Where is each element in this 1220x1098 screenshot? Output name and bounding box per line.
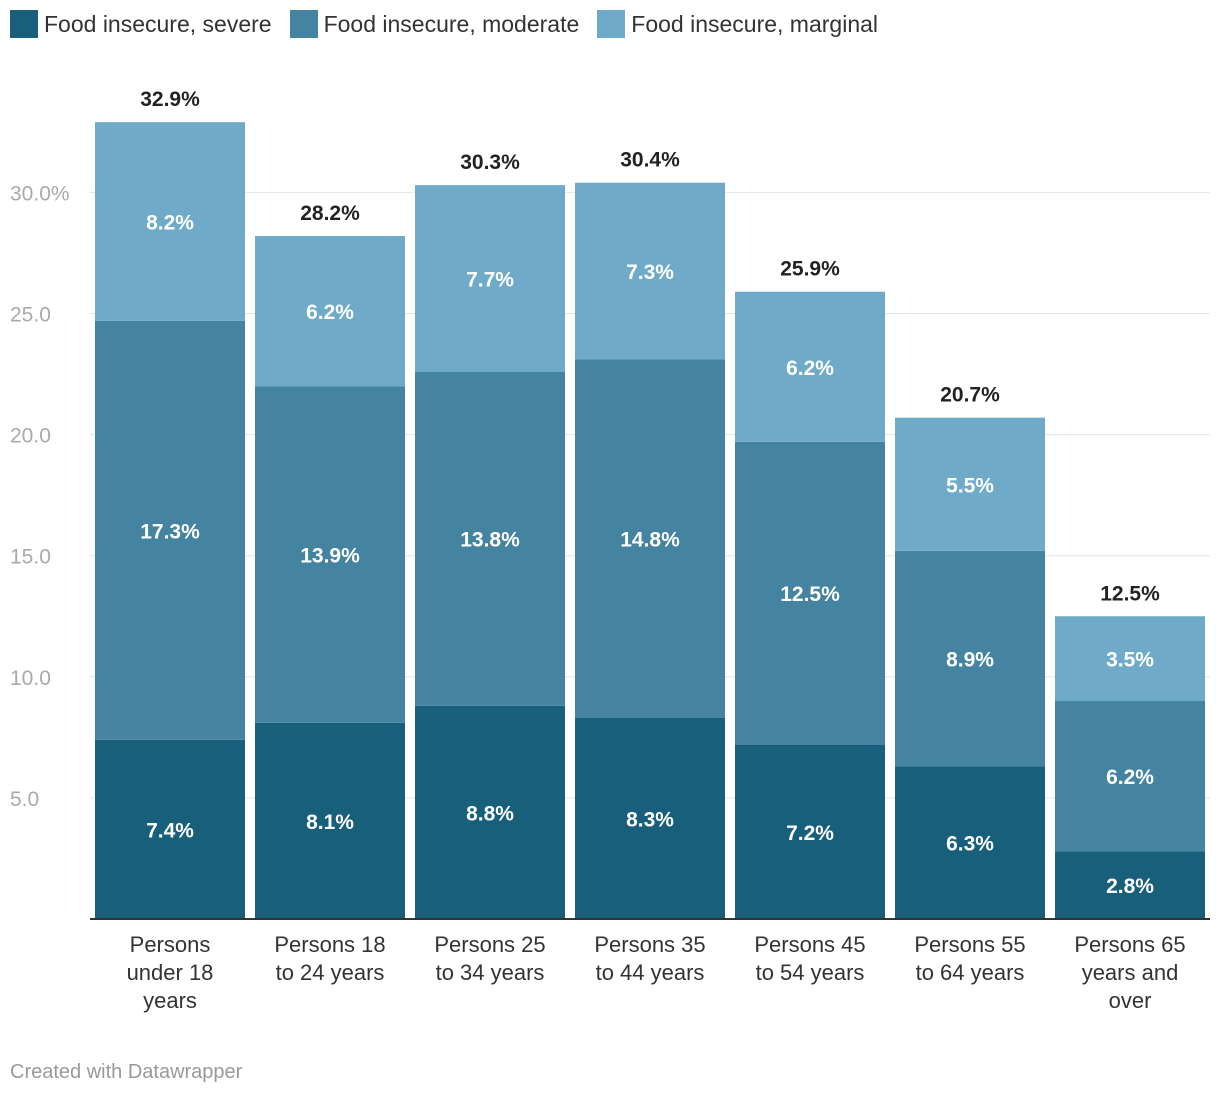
bar-segment [895,550,1045,767]
legend-label-marginal: Food insecure, marginal [631,10,879,37]
total-label: 30.4% [620,149,680,172]
bar-segment [735,291,885,442]
y-tick-label: 30.0% [10,182,70,205]
segment-label: 7.3% [626,261,674,284]
segment-label: 7.7% [466,268,514,291]
legend-item-marginal: Food insecure, marginal [597,10,878,38]
legend-label-moderate: Food insecure, moderate [323,10,580,37]
bar-segment [575,717,725,919]
total-label: 30.3% [460,151,520,174]
bar-segment [1055,851,1205,919]
segment-label: 12.5% [780,583,840,606]
x-tick-label: to 24 years [276,960,385,985]
x-tick-label: Persons 18 [274,932,385,957]
segment-label: 6.3% [946,833,994,856]
x-tick-label: to 34 years [436,960,545,985]
bar-segment [255,722,405,919]
bar-segment [415,185,565,372]
legend-swatch-moderate [289,10,318,38]
segment-label: 7.2% [786,822,834,845]
segment-label: 14.8% [620,529,680,552]
x-tick-label: Persons 35 [594,932,705,957]
x-tick-label: to 44 years [596,960,705,985]
total-label: 32.9% [140,88,200,111]
segment-label: 7.4% [146,819,194,842]
y-tick-label: 5.0 [10,788,39,811]
bar-segment [415,705,565,919]
legend-item-moderate: Food insecure, moderate [289,10,580,38]
x-tick-label: Persons 55 [914,932,1025,957]
legend-label-severe: Food insecure, severe [44,10,272,37]
y-tick-label: 20.0 [10,425,51,448]
bar-segment [1055,616,1205,702]
y-tick-label: 10.0 [10,667,51,690]
legend-swatch-severe [10,10,38,38]
bar-segment [895,417,1045,551]
bar-segment [415,371,565,706]
segment-label: 8.3% [626,808,674,831]
x-tick-label: Persons 65 [1074,932,1185,957]
bar-segment [95,739,245,919]
bar-segment [735,744,885,919]
x-tick-label: over [1109,988,1152,1013]
x-tick-label: years and [1082,960,1179,985]
segment-label: 6.2% [306,301,354,324]
segment-label: 3.5% [1106,649,1154,672]
segment-label: 13.9% [300,544,360,567]
total-label: 25.9% [780,258,840,281]
segment-label: 5.5% [946,474,994,497]
bar-segment [575,182,725,360]
total-label: 20.7% [940,384,1000,407]
x-tick-label: Persons 25 [434,932,545,957]
x-tick-label: Persons [130,932,211,957]
bar-segment [735,441,885,745]
bar-segment [255,235,405,387]
total-label: 28.2% [300,202,360,225]
segment-label: 8.1% [306,811,354,834]
segment-label: 6.2% [786,357,834,380]
total-label: 12.5% [1100,582,1160,605]
stacked-bar-chart: 5.0 10.0 15.0 20.0 25.0 30.0% 7.4% 17.3% 8.2% 32.… [10,88,1210,1013]
legend: Food insecure, severe Food insecure, mod… [10,10,878,38]
bar-segment [895,766,1045,919]
segment-label: 8.9% [946,649,994,672]
segment-label: 2.8% [1106,875,1154,898]
y-tick-label: 25.0 [10,304,51,327]
segment-label: 8.2% [146,211,194,234]
bar-segment [255,386,405,723]
x-tick-label: years [143,988,197,1013]
bar-segment [95,122,245,321]
x-tick-label: to 54 years [756,960,865,985]
bar-segment [95,320,245,740]
legend-swatch-marginal [597,10,626,38]
segment-label: 8.8% [466,802,514,825]
legend-item-severe: Food insecure, severe [10,10,272,38]
segment-label: 6.2% [1106,766,1154,789]
footer-credit: Created with Datawrapper [10,1061,243,1083]
x-tick-label: Persons 45 [754,932,865,957]
segment-label: 13.8% [460,529,520,552]
x-tick-label: to 64 years [916,960,1025,985]
y-tick-label: 15.0 [10,546,51,569]
x-tick-label: under 18 [127,960,214,985]
segment-label: 17.3% [140,520,200,543]
bar-segment [1055,701,1205,852]
bar-segment [575,359,725,718]
